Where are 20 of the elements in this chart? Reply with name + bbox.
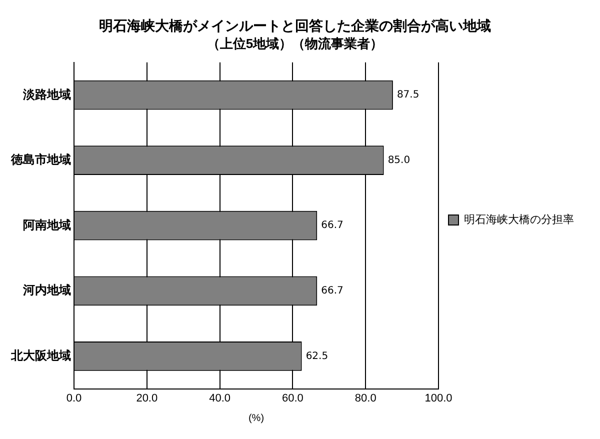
text: 66.7 (321, 285, 344, 296)
x-tick-label: 100.0 (424, 392, 452, 404)
chart-subtitle: （上位5地域）（物流事業者） (206, 36, 384, 52)
text: 66.7 (321, 220, 344, 232)
legend-label: 明石海峡大橋の分担率 (464, 213, 574, 226)
x-tick-label: 20.0 (136, 392, 158, 404)
x-tick-label: 0.0 (66, 392, 82, 404)
x-tick-label: 80.0 (354, 392, 376, 404)
x-axis-title: (%) (248, 412, 264, 424)
chart-title: 明石海峡大橋がメインルートと回答した企業の割合が高い地域 (99, 17, 491, 34)
y-tick-label: 阿南地域 (23, 218, 71, 232)
y-tick-label: 河内地域 (22, 283, 71, 298)
y-tick-label: 徳島市地域 (10, 152, 71, 167)
text: 87.5 (396, 90, 420, 101)
y-tick-label: 淡路地域 (22, 87, 71, 102)
x-tick-label: 60.0 (282, 392, 304, 404)
x-tick-label: 40.0 (209, 392, 231, 404)
text: 62.5 (306, 350, 328, 362)
y-tick-label: 北大阪地域 (10, 348, 71, 362)
text: 85.0 (388, 154, 410, 166)
